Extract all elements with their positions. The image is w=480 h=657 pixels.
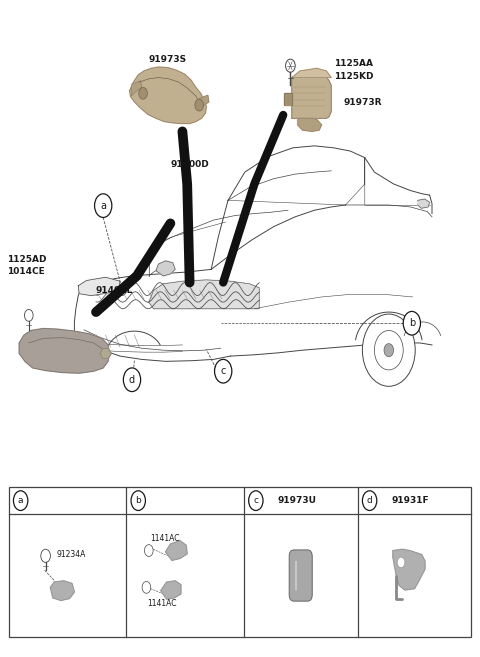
Text: 1125AA: 1125AA: [334, 59, 372, 68]
Circle shape: [374, 330, 403, 370]
Text: c: c: [220, 366, 226, 376]
Polygon shape: [149, 280, 259, 309]
Circle shape: [249, 491, 263, 510]
Polygon shape: [198, 95, 209, 110]
Polygon shape: [50, 581, 74, 600]
Polygon shape: [393, 549, 425, 590]
Circle shape: [41, 549, 50, 562]
Circle shape: [397, 557, 405, 568]
Text: 91973R: 91973R: [343, 98, 382, 107]
Circle shape: [139, 87, 147, 99]
Circle shape: [286, 59, 295, 72]
Polygon shape: [19, 328, 109, 373]
Circle shape: [24, 309, 33, 321]
Text: 91491L: 91491L: [96, 286, 133, 295]
FancyBboxPatch shape: [289, 550, 312, 601]
Text: b: b: [408, 318, 415, 328]
Polygon shape: [284, 93, 292, 105]
Text: 1014CE: 1014CE: [7, 267, 45, 276]
Text: 91973S: 91973S: [149, 55, 187, 64]
Polygon shape: [166, 541, 187, 560]
Circle shape: [95, 194, 112, 217]
Circle shape: [384, 344, 394, 357]
Polygon shape: [156, 261, 175, 276]
Polygon shape: [418, 199, 430, 208]
Bar: [9, 487, 471, 637]
Text: 91973U: 91973U: [277, 496, 316, 505]
Text: 1125AD: 1125AD: [7, 255, 47, 264]
Text: d: d: [367, 496, 372, 505]
Polygon shape: [131, 81, 142, 96]
Circle shape: [215, 359, 232, 383]
Circle shape: [195, 99, 204, 111]
Text: a: a: [18, 496, 24, 505]
Text: 91234A: 91234A: [56, 550, 85, 559]
Circle shape: [362, 491, 377, 510]
Text: 91931F: 91931F: [391, 496, 429, 505]
Circle shape: [131, 491, 145, 510]
Polygon shape: [292, 78, 331, 118]
Text: b: b: [135, 496, 141, 505]
Text: c: c: [253, 496, 258, 505]
Polygon shape: [298, 118, 322, 131]
Text: 1141AC: 1141AC: [150, 534, 179, 543]
Text: d: d: [129, 374, 135, 385]
Polygon shape: [292, 68, 331, 78]
Circle shape: [144, 545, 153, 556]
Circle shape: [13, 491, 28, 510]
Text: 91400D: 91400D: [170, 160, 209, 169]
Circle shape: [123, 368, 141, 392]
Polygon shape: [100, 349, 111, 358]
Text: a: a: [100, 200, 106, 211]
Circle shape: [142, 581, 151, 593]
Polygon shape: [78, 277, 120, 296]
Circle shape: [362, 314, 415, 386]
Polygon shape: [130, 67, 206, 124]
Polygon shape: [161, 581, 181, 599]
Text: 1141AC: 1141AC: [147, 599, 177, 608]
Text: 1125KD: 1125KD: [334, 72, 373, 81]
Circle shape: [403, 311, 420, 335]
